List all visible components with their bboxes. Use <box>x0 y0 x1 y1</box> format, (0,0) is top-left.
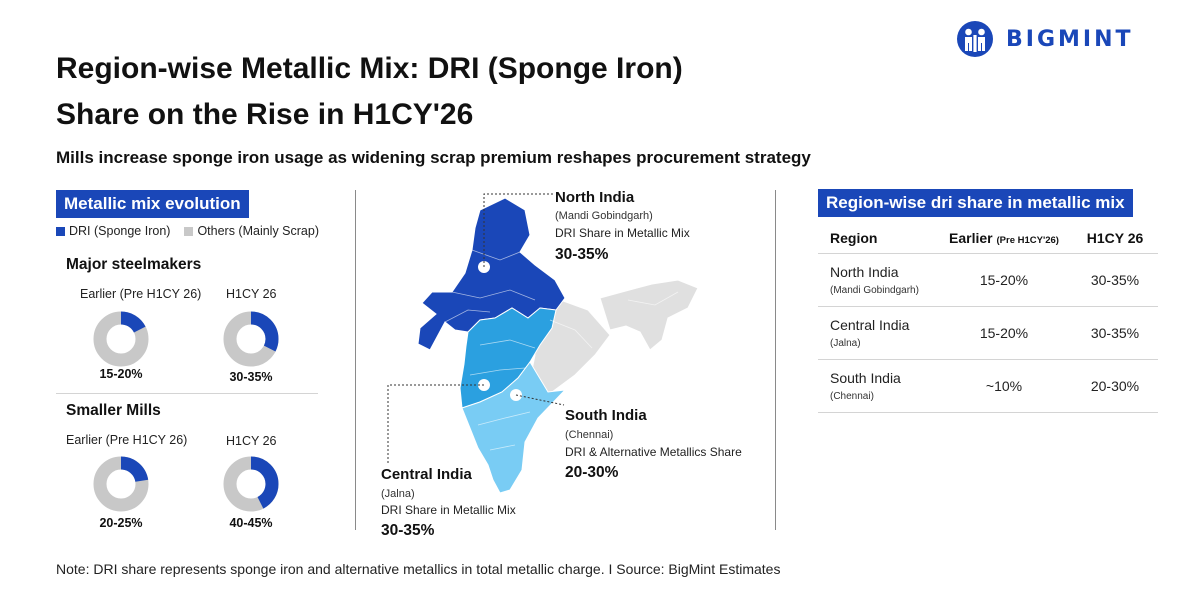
callout-central-desc: DRI Share in Metallic Mix <box>381 503 516 517</box>
row-region-name: Central India <box>830 317 910 333</box>
left-divider <box>56 393 318 394</box>
legend-label-others: Others (Mainly Scrap) <box>197 224 319 238</box>
col-header-earlier-label: Earlier <box>949 229 993 246</box>
donut-slice-dri <box>223 311 279 367</box>
donut-slice-dri <box>223 456 279 512</box>
page-title-line2: Share on the Rise in H1CY'26 <box>56 98 474 131</box>
callout-south-value: 20-30% <box>565 464 619 481</box>
row-region-city: (Jalna) <box>830 338 861 349</box>
donut-smaller-h1 <box>223 456 279 512</box>
donut-smaller-earlier <box>93 456 149 512</box>
callout-north-value: 30-35% <box>555 246 609 263</box>
donut-legend: DRI (Sponge Iron) Others (Mainly Scrap) <box>56 224 319 238</box>
row-region-name: South India <box>830 370 901 386</box>
legend-swatch-dri <box>56 226 65 236</box>
divider-right <box>775 190 776 530</box>
table-row: South India (Chennai) ~10% 20-30% <box>818 360 1158 413</box>
leader-central <box>387 384 484 465</box>
page-title-line1: Region-wise Metallic Mix: DRI (Sponge Ir… <box>56 52 683 85</box>
bigmint-logo-icon <box>957 21 993 57</box>
divider-left <box>355 190 356 530</box>
callout-north-desc: DRI Share in Metallic Mix <box>555 226 690 240</box>
logo-text: BIGMINT <box>1006 26 1134 52</box>
col-header-h1: H1CY 26 <box>1086 229 1144 246</box>
leader-south <box>515 394 565 406</box>
callout-south-city: (Chennai) <box>565 429 614 441</box>
major-h1-value: 30-35% <box>229 370 273 384</box>
smaller-h1-label: H1CY 26 <box>226 434 277 448</box>
row-region-city: (Chennai) <box>830 391 874 402</box>
donut-major-earlier <box>93 311 149 367</box>
leader-north <box>483 193 554 267</box>
smaller-earlier-label: Earlier (Pre H1CY 26) <box>66 433 188 447</box>
table-row: Central India (Jalna) 15-20% 30-35% <box>818 307 1158 360</box>
legend-label-dri: DRI (Sponge Iron) <box>69 224 171 238</box>
table-row: North India (Mandi Gobindgarh) 15-20% 30… <box>818 254 1158 307</box>
footer-note: Note: DRI share represents sponge iron a… <box>56 561 781 577</box>
donut-slice-dri <box>93 311 149 367</box>
callout-north-name: North India <box>555 189 635 206</box>
row-region-name: North India <box>830 264 899 280</box>
col-header-region: Region <box>830 229 878 246</box>
col-header-earlier: Earlier (Pre H1CY'26) <box>936 230 1072 246</box>
smaller-mills-title: Smaller Mills <box>66 402 161 419</box>
callout-central-value: 30-35% <box>381 522 435 539</box>
smaller-earlier-value: 20-25% <box>99 516 143 530</box>
region-share-tag: Region-wise dri share in metallic mix <box>818 189 1133 217</box>
callout-south-desc: DRI & Alternative Metallics Share <box>565 445 742 459</box>
map-region-northeast <box>599 279 699 351</box>
bigmint-logo: BIGMINT <box>956 20 1134 58</box>
major-earlier-label: Earlier (Pre H1CY 26) <box>80 287 202 301</box>
donut-major-h1 <box>223 311 279 367</box>
major-h1-label: H1CY 26 <box>226 287 277 301</box>
row-earlier-value: 15-20% <box>979 325 1029 341</box>
india-region-map <box>387 193 699 494</box>
row-h1-value: 30-35% <box>1090 272 1140 288</box>
row-h1-value: 30-35% <box>1090 325 1140 341</box>
map-region-south <box>461 361 567 494</box>
major-earlier-value: 15-20% <box>99 367 143 381</box>
legend-swatch-others <box>184 226 194 236</box>
donut-slice-dri <box>93 456 149 512</box>
callout-south-name: South India <box>565 407 647 424</box>
row-region-city: (Mandi Gobindgarh) <box>830 285 919 296</box>
row-earlier-value: ~10% <box>985 378 1023 394</box>
major-steelmakers-title: Major steelmakers <box>66 256 202 273</box>
table-header-row: Region Earlier (Pre H1CY'26) H1CY 26 <box>818 222 1158 254</box>
callout-central-name: Central India <box>381 466 472 483</box>
row-h1-value: 20-30% <box>1090 378 1140 394</box>
callout-north-city: (Mandi Gobindgarh) <box>555 210 653 222</box>
smaller-h1-value: 40-45% <box>229 516 273 530</box>
callout-central-city: (Jalna) <box>381 488 415 500</box>
region-share-table: Region Earlier (Pre H1CY'26) H1CY 26 Nor… <box>818 222 1158 413</box>
map-internal-borders <box>444 249 679 451</box>
col-header-earlier-sub: (Pre H1CY'26) <box>996 234 1059 246</box>
page-subtitle: Mills increase sponge iron usage as wide… <box>56 148 811 167</box>
row-earlier-value: 15-20% <box>979 272 1029 288</box>
metallic-mix-tag: Metallic mix evolution <box>56 190 249 218</box>
